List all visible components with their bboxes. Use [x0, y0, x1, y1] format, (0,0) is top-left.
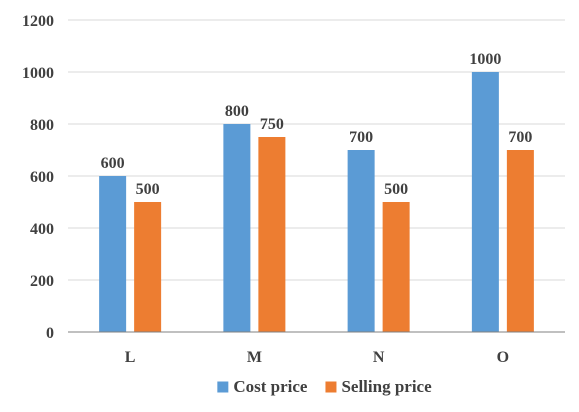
legend-swatch: [325, 381, 337, 393]
data-label: 1000: [469, 51, 501, 68]
legend-swatch: [217, 381, 229, 393]
data-labels: 600 500 800 750 700 500 1000 700: [101, 51, 533, 198]
y-tick-label: 800: [30, 117, 54, 134]
x-category-label: M: [247, 349, 262, 366]
data-label: 500: [136, 181, 160, 198]
data-label: 750: [260, 116, 284, 133]
data-label: 700: [349, 129, 373, 146]
bars: [99, 72, 534, 332]
bar-selling-price-n: [382, 202, 410, 332]
bar-selling-price-m: [258, 137, 286, 332]
x-category-label: N: [373, 349, 385, 366]
y-tick-label: 600: [30, 169, 54, 186]
x-category-label: O: [497, 349, 509, 366]
legend: Cost price Selling price: [217, 377, 432, 396]
y-tick-label: 0: [46, 325, 54, 342]
y-tick-label: 1200: [22, 13, 54, 30]
bar-selling-price-o: [506, 150, 534, 332]
y-axis-ticks: 0 200 400 600 800 1000 1200: [22, 13, 54, 342]
legend-label: Selling price: [341, 377, 432, 396]
legend-label: Cost price: [233, 377, 308, 396]
bar-cost-price-o: [471, 72, 499, 332]
x-category-label: L: [125, 349, 136, 366]
y-tick-label: 200: [30, 273, 54, 290]
y-tick-label: 1000: [22, 65, 54, 82]
bar-cost-price-l: [99, 176, 127, 332]
bar-cost-price-m: [223, 124, 251, 332]
x-axis: L M N O: [68, 331, 565, 366]
y-tick-label: 400: [30, 221, 54, 238]
data-label: 800: [225, 103, 249, 120]
data-label: 700: [508, 129, 532, 146]
bar-selling-price-l: [134, 202, 162, 332]
legend-item: Selling price: [325, 377, 432, 396]
bar-cost-price-n: [347, 150, 375, 332]
data-label: 600: [101, 155, 125, 172]
legend-item: Cost price: [217, 377, 308, 396]
data-label: 500: [384, 181, 408, 198]
